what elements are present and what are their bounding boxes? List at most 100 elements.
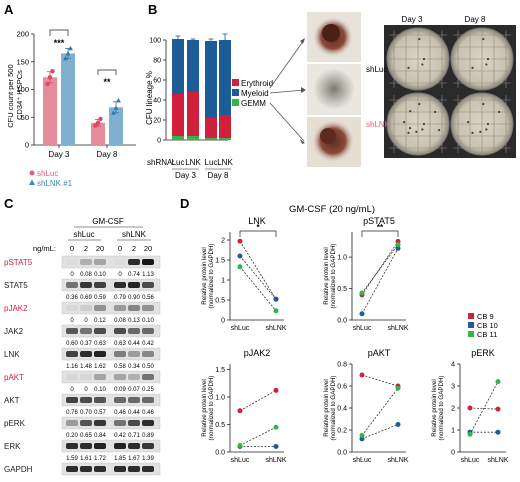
stacked-bar-segment [187,136,199,140]
blot-band [128,305,140,311]
colony-dot [482,102,485,106]
data-point [68,45,73,51]
blot-band [128,282,140,288]
colony-dot [434,110,437,114]
colony-dot [498,110,501,114]
blot-band [94,420,106,426]
blot-label: ERK [4,442,21,451]
blot-quant-value: 0.08 [114,318,126,324]
blot-band [94,397,106,403]
blot-quant-value: 0.50 [142,364,154,370]
panel-b-ylabel: CFU lineage % [145,71,154,125]
legend-swatch-cb9 [468,313,474,319]
stacked-bar-segment [172,94,184,136]
blot-quant-value: 0.59 [94,295,106,301]
blot-treatment-label: GM-CSF [92,217,124,226]
data-point [237,442,243,448]
blot-band [94,351,106,357]
bar [43,77,57,145]
subplot-title: pJAK2 [244,348,271,358]
legend-swatch-cb11 [468,331,474,337]
data-point [495,429,501,435]
blot-band [142,466,154,472]
x-tick-label: shLuc [353,325,372,332]
data-point [467,431,473,437]
x-tick-label: shLuc [231,457,250,464]
data-point [237,238,243,244]
blot-band [66,305,78,311]
subplot-ylabel: Relative protein level(normalized to GAP… [201,244,215,309]
blot-quant-value: 0 [84,387,88,393]
colony-dot [479,130,482,133]
colony-dot [407,131,410,134]
y-tick-label: 40 [153,98,161,105]
stacked-bar-segment [172,136,184,140]
blot-quant-value: 0.58 [114,364,126,370]
panel-c-western-blot: GM-CSF shLuc shLNK ng/mL: 0 2 20 0 2 20 pSTAT… [4,217,161,476]
blot-band [80,259,92,265]
x-tick-label: Luc [205,158,218,167]
colony-dot [486,57,490,61]
blot-quant-value: 0.44 [128,410,140,416]
group-label: Day 3 [175,171,196,180]
x-tick-label: shLNK [387,325,408,332]
x-tick-label: shLNK [265,325,286,332]
x-tick-label: shLNK [265,457,286,464]
significance-marker: ** [377,223,384,232]
blot-band [66,443,78,449]
blot-band [66,420,78,426]
blot-band [66,259,78,265]
colony-dot [485,63,488,66]
y-tick-label: 2 [451,406,455,413]
data-point [359,433,365,438]
legend-swatch-erythroid [232,79,239,86]
x-tick-label: shLuc [231,325,250,332]
panel-letter-d: D [180,196,189,211]
legend-label-myeloid: Myeloid [241,89,269,98]
data-point [65,50,71,56]
y-tick-label: 1.5 [215,258,225,265]
data-point [359,290,365,296]
panel-d-legend: CB 9 CB 10 CB 11 [468,312,498,339]
blot-band [80,420,92,426]
blot-label: JAK2 [4,327,24,336]
culture-plates: Day 3 Day 8 shLuc shLNK [366,15,516,158]
colony-dot [467,120,470,124]
blot-label: pSTAT5 [4,258,33,267]
y-tick-label: 0.5 [337,286,347,293]
significance-bracket [239,230,277,237]
blot-quant-value: 0.89 [142,433,154,439]
blot-quant-value: 1.16 [66,364,78,370]
blot-quant-value: 0.70 [80,410,92,416]
colony-gemm-core [320,128,336,144]
x-tick-label: shLuc [353,457,372,464]
group-label: Day 8 [208,171,229,180]
blot-band [142,259,154,265]
y-tick-label: 60 [153,78,161,85]
y-tick-label: 3 [451,384,455,391]
blot-band [142,374,154,380]
data-point [359,372,365,378]
y-tick-label: 2 [221,238,225,245]
blot-band [142,443,154,449]
arrowhead-myeloid [301,87,306,93]
blot-band [94,374,106,380]
stacked-bar-segment [219,40,231,115]
data-point [273,308,279,314]
y-tick-label: 50 [21,113,29,122]
blot-label: LNK [4,350,20,359]
conc-value: 0 [118,244,122,253]
blot-band [94,328,106,334]
panel-a-chart: CFU count per 500 CD34⁺ HSPCs 0 50 100 150 2… [6,30,136,188]
blot-band [80,374,92,380]
blot-group-shlnk: shLNK [122,230,147,239]
blot-band [80,443,92,449]
subplot-title: pSTAT5 [363,216,395,226]
y-tick-label: 0.0 [337,318,347,325]
blot-quant-value: 0.36 [66,295,78,301]
blot-label: pAKT [4,373,24,382]
blot-quant-value: 0.65 [80,433,92,439]
colony-dot [438,128,441,132]
blot-quant-value: 0.34 [128,364,140,370]
